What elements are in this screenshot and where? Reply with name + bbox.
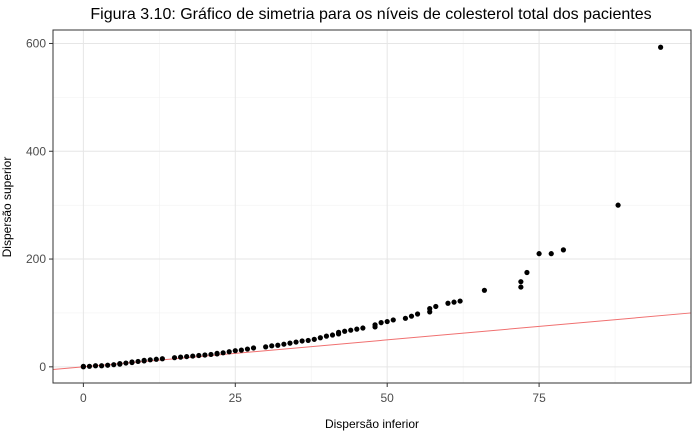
x-tick-label: 25 [229,391,243,405]
data-point [220,350,226,356]
grid-lines [53,30,691,383]
reference-line-layer [52,312,692,371]
y-tick-label: 0 [39,360,46,374]
data-point [457,298,463,304]
data-point [281,341,287,347]
data-point [208,351,214,358]
data-point [86,363,93,369]
data-point [445,300,451,306]
data-point [269,343,275,349]
data-point [275,342,281,348]
data-point [524,269,530,276]
data-point [560,247,567,253]
data-point [402,315,409,321]
x-axis-label: Dispersão inferior [325,417,419,431]
data-point [378,320,384,326]
data-point [408,313,415,319]
data-point [481,287,488,293]
y-axis-ticks: 0 200 400 600 [26,36,53,374]
data-point [214,350,220,356]
x-tick-label: 75 [532,391,546,405]
data-point [117,360,123,367]
data-point [451,299,457,305]
data-point [329,332,336,338]
data-point [178,354,184,360]
data-point [80,363,86,369]
data-point [171,355,178,361]
data-point [372,322,378,328]
data-points [80,44,664,370]
chart-title: Figura 3.10: Gráfico de simetria para os… [90,6,651,23]
data-point [232,348,238,354]
data-point [348,327,354,333]
y-tick-label: 400 [26,144,46,158]
data-point [105,362,111,368]
data-point [293,339,299,345]
data-point [190,353,196,359]
data-point [196,352,202,359]
y-tick-label: 600 [26,36,46,50]
data-point [317,335,323,341]
data-point [92,363,99,369]
data-point [384,318,390,325]
y-axis-label: Dispersão superior [0,157,14,258]
x-axis-ticks: 0 25 50 75 [80,383,546,405]
data-point [518,279,524,285]
data-point [342,328,348,334]
data-point [536,251,542,257]
data-point [335,329,342,335]
plot-panel-border [52,29,692,384]
data-point [354,326,360,332]
data-point [305,337,311,344]
data-point [360,325,366,331]
data-point [263,344,269,350]
data-point [427,306,433,312]
data-point [135,358,141,365]
data-point [299,338,305,344]
data-point [238,347,244,353]
data-point [311,336,317,342]
data-point [202,352,208,358]
data-point [141,357,147,363]
data-point [390,317,396,323]
data-point [658,44,664,50]
data-point [548,251,554,257]
data-point [287,340,293,346]
data-point [153,356,159,362]
x-tick-label: 0 [80,391,87,405]
reference-line [52,312,692,371]
data-point [433,303,439,310]
y-tick-label: 200 [26,252,46,266]
data-point [129,359,135,365]
data-point [244,346,251,352]
data-point [159,356,165,362]
data-point [99,363,105,369]
data-point [518,284,524,290]
data-point [323,333,330,339]
data-point [250,345,257,351]
data-point [123,360,129,366]
x-tick-label: 50 [381,391,395,405]
data-point [147,357,153,363]
data-point [414,311,421,317]
data-point [615,202,621,208]
data-point [226,349,232,355]
data-point [184,353,190,360]
data-point [111,362,117,368]
